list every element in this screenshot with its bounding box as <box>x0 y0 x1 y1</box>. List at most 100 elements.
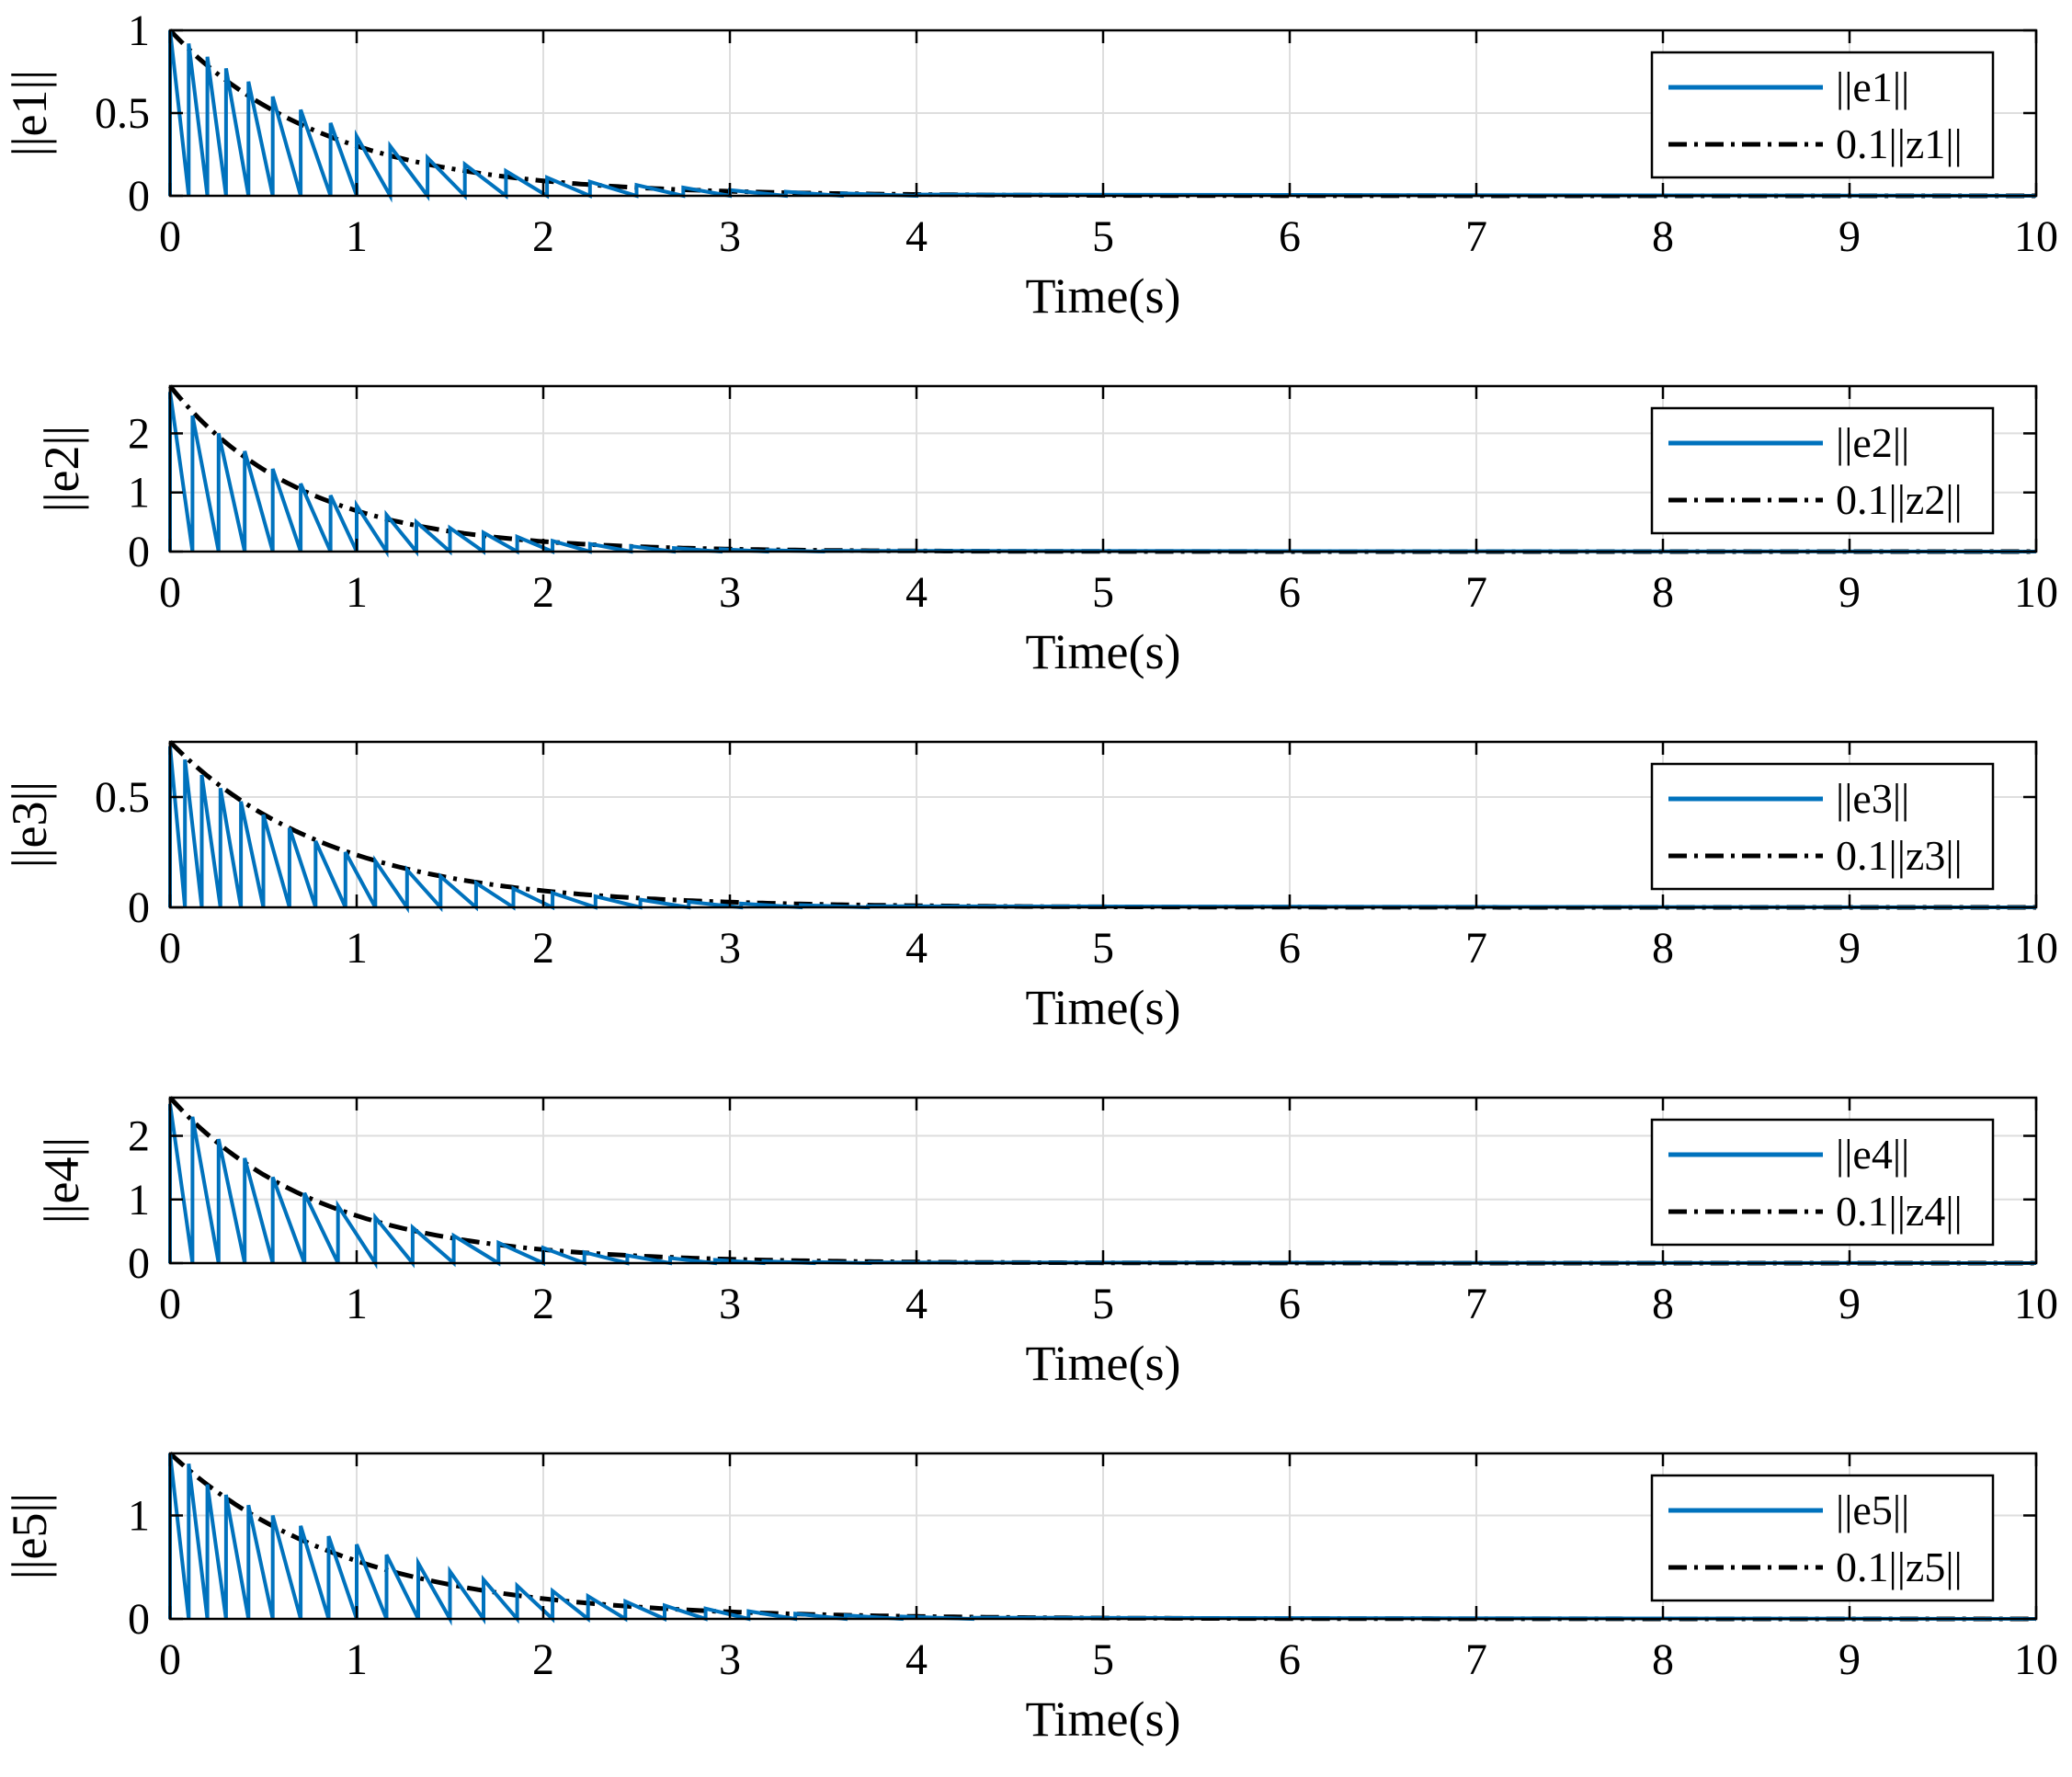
legend-box <box>1650 51 1995 179</box>
x-tick-label: 6 <box>1279 1280 1301 1328</box>
x-tick-label: 0 <box>159 1635 181 1684</box>
x-tick-label: 5 <box>1092 212 1114 261</box>
x-tick-label: 5 <box>1092 1635 1114 1684</box>
y-tick-label: 1 <box>128 1176 150 1225</box>
x-tick-label: 6 <box>1279 924 1301 973</box>
legend-label-error: ||e2|| <box>1836 419 1909 466</box>
x-tick-label: 4 <box>905 568 928 617</box>
x-tick-label: 2 <box>532 568 554 617</box>
x-tick-label: 5 <box>1092 568 1114 617</box>
x-tick-label: 9 <box>1839 212 1861 261</box>
x-tick-label: 9 <box>1839 1635 1861 1684</box>
x-axis-title: Time(s) <box>1025 980 1180 1035</box>
x-tick-label: 1 <box>346 1280 368 1328</box>
x-tick-label: 2 <box>532 924 554 973</box>
x-tick-label: 1 <box>346 568 368 617</box>
x-tick-label: 7 <box>1465 924 1487 973</box>
y-axis-title: ||e4|| <box>34 1137 89 1224</box>
x-tick-label: 8 <box>1652 1280 1674 1328</box>
x-tick-label: 5 <box>1092 924 1114 973</box>
x-tick-label: 10 <box>2014 212 2058 261</box>
x-tick-label: 10 <box>2014 1635 2058 1684</box>
legend-label-error: ||e3|| <box>1836 775 1909 822</box>
x-tick-label: 3 <box>719 924 741 973</box>
x-tick-label: 0 <box>159 568 181 617</box>
subplot-5: 0 1 2 3 4 5 6 7 8 9 10 0 1 Time(s) ||e5|| ||e5|| 0.1||z5… <box>2 1452 2058 1747</box>
x-tick-label: 3 <box>719 568 741 617</box>
y-tick-label: 0 <box>128 1239 150 1288</box>
y-tick-label: 1 <box>128 6 150 55</box>
y-tick-label: 1 <box>128 469 150 518</box>
x-tick-label: 8 <box>1652 568 1674 617</box>
legend: ||e5|| 0.1||z5|| <box>1650 1474 1995 1602</box>
subplot-3: 0 1 2 3 4 5 6 7 8 9 10 0 0.5 Time(s) ||e3|| ||e3|| 0.1||… <box>2 740 2058 1035</box>
y-tick-label: 2 <box>128 409 150 458</box>
x-tick-label: 0 <box>159 212 181 261</box>
x-tick-label: 2 <box>532 212 554 261</box>
x-tick-label: 2 <box>532 1635 554 1684</box>
x-tick-label: 1 <box>346 212 368 261</box>
subplot-2: 0 1 2 3 4 5 6 7 8 9 10 0 1 2 Time(s) ||e2|| ||e2|| 0.1||z… <box>34 384 2058 679</box>
x-tick-label: 6 <box>1279 212 1301 261</box>
legend-label-error: ||e5|| <box>1836 1487 1909 1533</box>
legend-label-bound: 0.1||z4|| <box>1836 1188 1963 1235</box>
x-tick-label: 7 <box>1465 212 1487 261</box>
legend-label-error: ||e1|| <box>1836 63 1909 110</box>
x-tick-label: 9 <box>1839 568 1861 617</box>
x-tick-label: 1 <box>346 1635 368 1684</box>
x-tick-label: 5 <box>1092 1280 1114 1328</box>
x-tick-label: 10 <box>2014 1280 2058 1328</box>
legend-box <box>1650 406 1995 535</box>
legend: ||e4|| 0.1||z4|| <box>1650 1118 1995 1247</box>
legend-label-bound: 0.1||z1|| <box>1836 120 1963 167</box>
x-tick-label: 3 <box>719 1635 741 1684</box>
x-tick-label: 7 <box>1465 1280 1487 1328</box>
legend-label-bound: 0.1||z3|| <box>1836 832 1963 879</box>
x-tick-label: 4 <box>905 212 928 261</box>
x-tick-label: 4 <box>905 1280 928 1328</box>
x-tick-label: 4 <box>905 1635 928 1684</box>
y-tick-label: 2 <box>128 1112 150 1161</box>
x-tick-label: 0 <box>159 924 181 973</box>
x-axis-title: Time(s) <box>1025 268 1180 324</box>
x-tick-label: 8 <box>1652 924 1674 973</box>
y-axis-title: ||e5|| <box>2 1493 57 1579</box>
y-tick-label: 0.5 <box>95 89 150 138</box>
y-tick-label: 0 <box>128 883 150 932</box>
y-axis-title: ||e3|| <box>2 781 57 868</box>
y-tick-label: 0 <box>128 1595 150 1644</box>
y-tick-label: 1 <box>128 1492 150 1541</box>
x-tick-label: 10 <box>2014 924 2058 973</box>
x-tick-label: 1 <box>346 924 368 973</box>
x-tick-label: 6 <box>1279 568 1301 617</box>
x-tick-label: 9 <box>1839 924 1861 973</box>
x-axis-title: Time(s) <box>1025 1692 1180 1747</box>
x-tick-label: 3 <box>719 1280 741 1328</box>
y-tick-label: 0 <box>128 528 150 576</box>
x-axis-title: Time(s) <box>1025 1336 1180 1391</box>
x-tick-label: 7 <box>1465 568 1487 617</box>
x-tick-label: 8 <box>1652 1635 1674 1684</box>
x-tick-label: 4 <box>905 924 928 973</box>
legend-label-bound: 0.1||z5|| <box>1836 1543 1963 1590</box>
legend: ||e1|| 0.1||z1|| <box>1650 51 1995 179</box>
y-axis-title: ||e1|| <box>2 70 57 156</box>
x-tick-label: 2 <box>532 1280 554 1328</box>
legend-label-error: ||e4|| <box>1836 1131 1909 1178</box>
subplot-1: 0 1 2 3 4 5 6 7 8 9 10 0 0.5 1 Time(s) ||e1|| ||e1|| 0.1|… <box>2 6 2058 324</box>
legend: ||e3|| 0.1||z3|| <box>1650 762 1995 891</box>
legend-label-bound: 0.1||z2|| <box>1836 476 1963 523</box>
legend-box <box>1650 762 1995 891</box>
x-tick-label: 7 <box>1465 1635 1487 1684</box>
legend: ||e2|| 0.1||z2|| <box>1650 406 1995 535</box>
legend-box <box>1650 1118 1995 1247</box>
error-series-line <box>168 746 2037 914</box>
x-tick-label: 10 <box>2014 568 2058 617</box>
x-tick-label: 8 <box>1652 212 1674 261</box>
x-tick-label: 3 <box>719 212 741 261</box>
y-tick-label: 0.5 <box>95 773 150 822</box>
x-tick-label: 6 <box>1279 1635 1301 1684</box>
x-tick-label: 0 <box>159 1280 181 1328</box>
y-tick-label: 0 <box>128 172 150 221</box>
